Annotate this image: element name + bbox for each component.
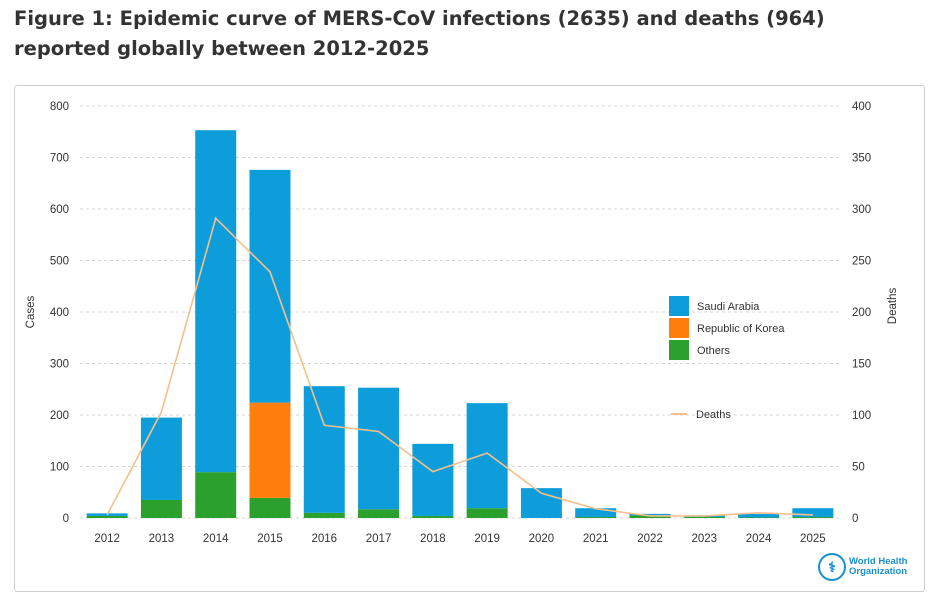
x-tick-label: 2013 <box>149 533 175 545</box>
legend-label: Saudi Arabia <box>697 301 760 313</box>
bar-saudi-arabia-2025 <box>792 508 834 517</box>
y-tick-label: 100 <box>50 462 69 474</box>
bar-saudi-arabia-2014 <box>195 130 237 473</box>
y-right-tick-label: 100 <box>852 410 871 422</box>
bar-others-2021 <box>575 516 617 518</box>
bar-others-2023 <box>683 516 725 518</box>
y-right-tick-label: 150 <box>852 359 871 371</box>
x-tick-label: 2017 <box>366 533 392 545</box>
y-tick-label: 0 <box>63 513 69 525</box>
bar-saudi-arabia-2017 <box>358 387 400 510</box>
y-right-axis-label: Deaths <box>887 288 899 325</box>
y-right-tick-label: 250 <box>852 256 871 268</box>
y-right-tick-label: 50 <box>852 462 865 474</box>
bar-others-2016 <box>303 512 345 518</box>
y-right-tick-label: 350 <box>852 153 871 165</box>
legend-label: Deaths <box>696 409 731 421</box>
who-logo-text: World Health Organization <box>849 556 908 577</box>
bar-others-2015 <box>249 497 291 518</box>
bar-others-2018 <box>412 515 454 518</box>
who-logo: ⚕ World Health Organization <box>818 553 909 581</box>
x-tick-label: 2021 <box>583 533 609 545</box>
x-tick-label: 2015 <box>257 533 283 545</box>
x-tick-label: 2016 <box>311 533 337 545</box>
bar-saudi-arabia-2016 <box>303 386 345 513</box>
chart-frame <box>14 85 925 592</box>
y-tick-label: 400 <box>50 307 69 319</box>
bar-saudi-arabia-2019 <box>466 403 508 509</box>
x-tick-label: 2025 <box>800 533 826 545</box>
deaths-line <box>106 216 813 517</box>
x-tick-label: 2023 <box>691 533 717 545</box>
y-tick-label: 500 <box>50 256 69 268</box>
bar-saudi-arabia-2022 <box>629 513 671 516</box>
y-tick-label: 200 <box>50 410 69 422</box>
y-right-tick-label: 0 <box>852 513 858 525</box>
x-tick-label: 2014 <box>203 533 229 545</box>
y-right-tick-label: 300 <box>852 204 871 216</box>
bar-others-2019 <box>466 508 508 518</box>
legend-label: Others <box>697 345 731 357</box>
bar-saudi-arabia-2018 <box>412 443 454 516</box>
x-tick-label: 2022 <box>637 533 663 545</box>
x-tick-label: 2024 <box>746 533 772 545</box>
bar-saudi-arabia-2015 <box>249 169 291 403</box>
y-tick-label: 700 <box>50 153 69 165</box>
bar-others-2014 <box>195 472 237 518</box>
x-tick-label: 2012 <box>94 533 120 545</box>
x-tick-label: 2020 <box>529 533 555 545</box>
y-right-tick-label: 400 <box>852 101 871 113</box>
y-tick-label: 800 <box>50 101 69 113</box>
bar-others-2025 <box>792 516 834 518</box>
bar-others-2013 <box>140 499 182 518</box>
y-axis-label: Cases <box>25 295 37 328</box>
x-tick-label: 2018 <box>420 533 446 545</box>
legend-swatch-others <box>669 340 689 360</box>
bar-republic-of-korea-2015 <box>249 402 291 498</box>
bar-saudi-arabia-2021 <box>575 508 617 517</box>
bar-saudi-arabia-2013 <box>140 417 182 500</box>
who-emblem-icon: ⚕ <box>818 553 846 581</box>
bar-others-2024 <box>738 517 780 518</box>
y-tick-label: 300 <box>50 359 69 371</box>
bar-others-2012 <box>86 515 128 518</box>
y-right-tick-label: 200 <box>852 307 871 319</box>
y-tick-label: 600 <box>50 204 69 216</box>
legend-label: Republic of Korea <box>697 323 785 335</box>
figure-title: Figure 1: Epidemic curve of MERS-CoV inf… <box>14 7 825 60</box>
bar-others-2017 <box>358 509 400 518</box>
bar-saudi-arabia-2024 <box>738 513 780 518</box>
x-tick-label: 2019 <box>474 533 500 545</box>
legend-swatch-republic-of-korea <box>669 318 689 338</box>
legend-swatch-saudi-arabia <box>669 296 689 316</box>
